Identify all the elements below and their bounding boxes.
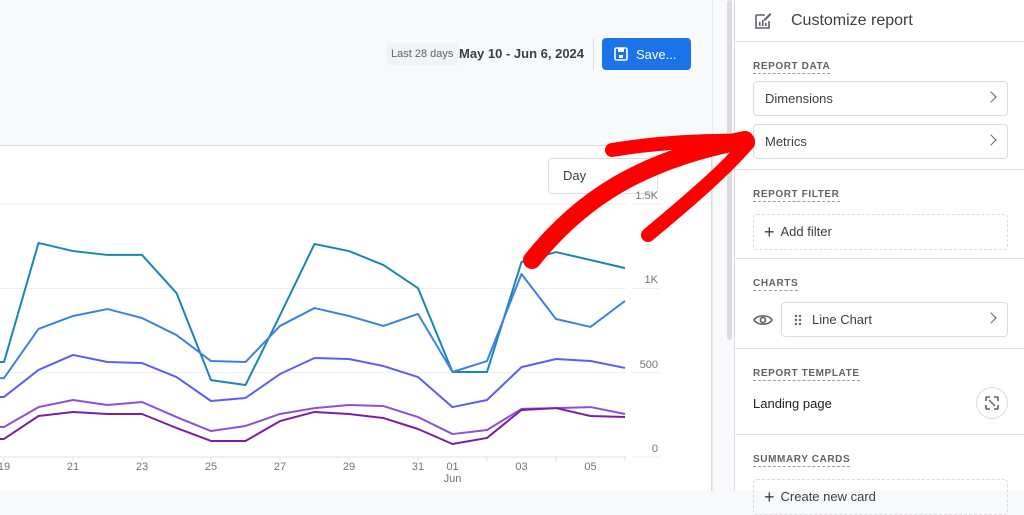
metrics-button[interactable]: Metrics <box>753 124 1008 159</box>
granularity-value: Day <box>563 168 587 183</box>
metrics-label: Metrics <box>765 134 807 149</box>
x-axis-tick: 05 <box>584 461 597 473</box>
section-report-template: REPORT TEMPLATE Landing page <box>735 349 1024 435</box>
series-line-4[interactable] <box>0 398 626 436</box>
x-axis-tick: 27 <box>273 461 287 473</box>
y-axis-tick: 1K <box>644 274 658 287</box>
plus-icon: + <box>764 222 775 242</box>
series-line-2[interactable] <box>0 272 626 380</box>
create-new-card-button[interactable]: + Create new card <box>753 479 1008 515</box>
header-divider <box>593 38 594 70</box>
y-axis-tick: 0 <box>651 443 658 455</box>
customize-report-panel: Customize report REPORT DATA Dimensions … <box>734 0 1024 515</box>
template-row: Landing page <box>753 381 1008 425</box>
dropdown-caret-icon <box>634 174 644 179</box>
unlink-icon <box>985 396 999 410</box>
date-preset-chip[interactable]: Last 28 days <box>386 43 459 65</box>
section-label-summary-cards[interactable]: SUMMARY CARDS <box>753 454 851 467</box>
chart-row: Line Chart <box>753 302 1008 337</box>
x-axis-tick: 21 <box>66 461 80 473</box>
date-range-picker[interactable]: May 10 - Jun 6, 2024 <box>459 46 585 61</box>
line-chart-button[interactable]: Line Chart <box>781 302 1008 337</box>
series-line-3[interactable] <box>0 353 626 409</box>
drag-handle-icon[interactable] <box>794 314 802 326</box>
x-axis-tick: 31 <box>411 461 425 473</box>
section-label-report-data[interactable]: REPORT DATA <box>753 61 831 74</box>
x-axis-tick: 25 <box>204 461 218 473</box>
eye-icon[interactable] <box>753 313 773 327</box>
floppy-disk-icon <box>614 47 628 61</box>
x-axis-tick: 01 Jun <box>443 461 462 485</box>
y-axis-tick: 1.5K <box>635 190 658 202</box>
x-axis-tick: 29 <box>342 461 356 473</box>
edit-chart-icon <box>755 12 772 29</box>
save-button-label: Save... <box>636 46 677 62</box>
series-line-1[interactable] <box>0 241 626 386</box>
panel-title: Customize report <box>791 11 913 29</box>
dimensions-button[interactable]: Dimensions <box>753 81 1008 116</box>
main-scrollbar-thumb[interactable] <box>727 0 732 340</box>
section-label-charts[interactable]: CHARTS <box>753 278 799 291</box>
dimensions-label: Dimensions <box>765 91 833 106</box>
add-filter-button[interactable]: + Add filter <box>753 214 1008 250</box>
section-report-data: REPORT DATA Dimensions Metrics <box>735 42 1024 170</box>
section-charts: CHARTS Line Chart <box>735 259 1024 349</box>
chevron-right-icon <box>985 312 997 324</box>
series-line-5[interactable] <box>0 407 626 446</box>
y-axis-tick: 500 <box>639 358 658 371</box>
granularity-dropdown[interactable]: Day <box>548 158 658 194</box>
panel-header: Customize report <box>735 0 1024 42</box>
unlink-template-button[interactable] <box>976 387 1008 419</box>
chevron-right-icon <box>985 91 997 103</box>
chevron-right-icon <box>985 134 997 146</box>
line-chart <box>0 203 660 461</box>
x-axis-tick: 03 <box>515 461 528 473</box>
section-label-report-template[interactable]: REPORT TEMPLATE <box>753 368 860 381</box>
x-axis-tick: 23 <box>135 461 149 473</box>
section-summary-cards: SUMMARY CARDS + Create new card <box>735 435 1024 515</box>
template-name: Landing page <box>753 395 832 411</box>
report-header: Last 28 days May 10 - Jun 6, 2024 Save..… <box>0 0 734 145</box>
line-chart-label: Line Chart <box>812 312 872 327</box>
report-main-area: Last 28 days May 10 - Jun 6, 2024 Save..… <box>0 0 734 491</box>
section-label-report-filter[interactable]: REPORT FILTER <box>753 189 840 202</box>
save-button[interactable]: Save... <box>602 38 691 70</box>
add-filter-label: Add filter <box>780 224 832 239</box>
x-axis-tick: 19 <box>0 461 11 473</box>
create-new-card-label: Create new card <box>780 489 876 504</box>
section-report-filter: REPORT FILTER + Add filter <box>735 170 1024 259</box>
